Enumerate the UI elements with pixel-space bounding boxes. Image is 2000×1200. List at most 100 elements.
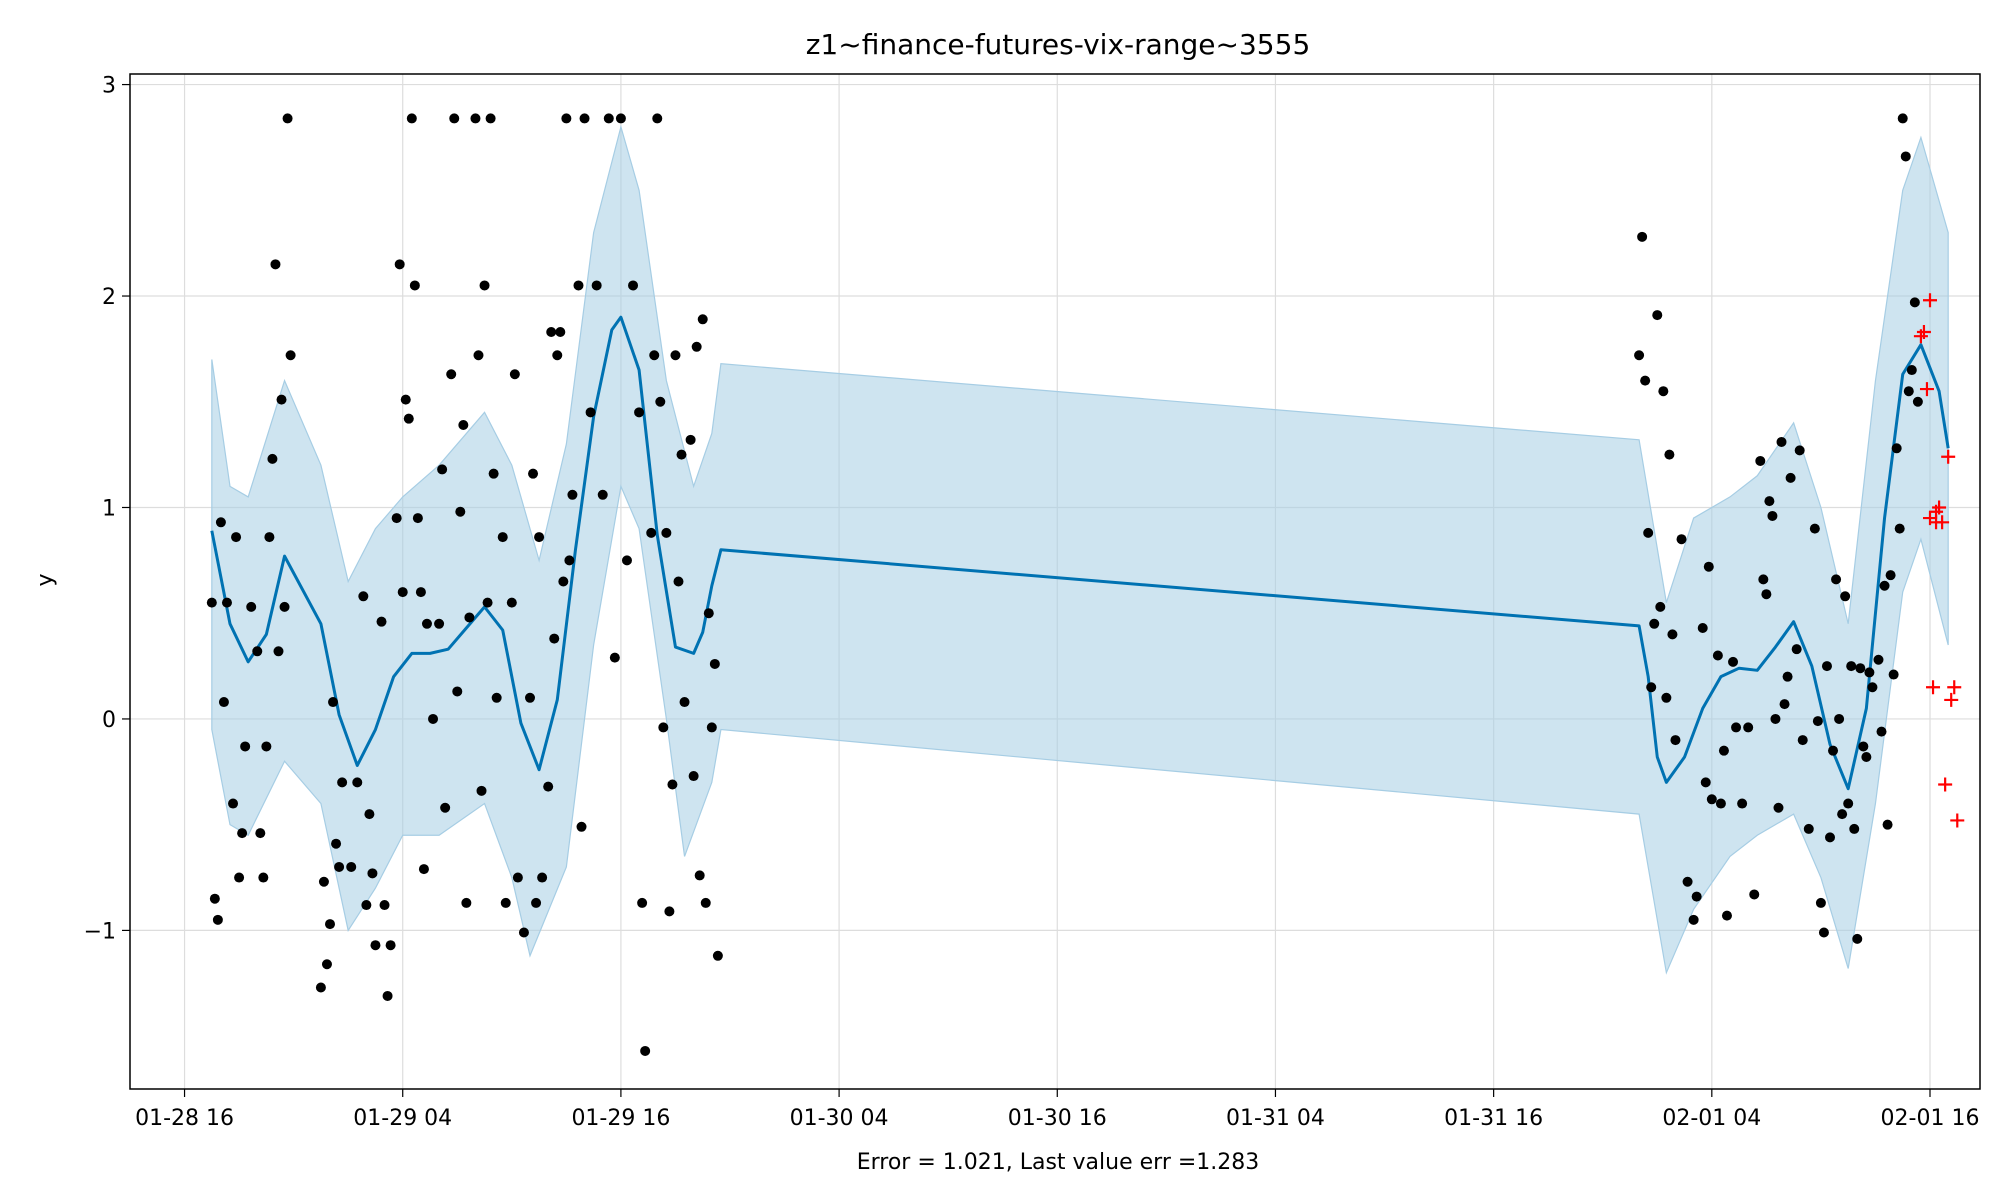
observed-point xyxy=(221,597,232,608)
observed-point xyxy=(1782,671,1793,682)
observed-point xyxy=(321,959,332,970)
observed-point xyxy=(212,914,223,925)
observed-point xyxy=(621,555,632,566)
observed-point xyxy=(1718,745,1729,756)
observed-point xyxy=(231,532,242,543)
observed-point xyxy=(703,608,714,619)
observed-point xyxy=(1728,656,1739,667)
observed-point xyxy=(1855,663,1866,674)
observed-point xyxy=(1767,510,1778,521)
observed-point xyxy=(285,350,296,361)
observed-point xyxy=(1676,534,1687,545)
y-tick-label: −1 xyxy=(84,919,116,944)
observed-point xyxy=(640,1045,651,1056)
observed-point xyxy=(558,576,569,587)
observed-point xyxy=(1821,661,1832,672)
observed-point xyxy=(361,900,372,911)
observed-point xyxy=(440,802,451,813)
x-axis-ticks: 01-28 16 01-29 04 01-29 16 01-30 04 01-30 16… xyxy=(135,1089,1979,1131)
confidence-band-layer xyxy=(211,124,1949,975)
observed-point xyxy=(634,407,645,418)
observed-point xyxy=(546,326,557,337)
observed-point xyxy=(1891,443,1902,454)
observed-point xyxy=(379,900,390,911)
observed-point xyxy=(1779,699,1790,710)
observed-point xyxy=(603,113,614,124)
observed-point xyxy=(1858,741,1869,752)
observed-point xyxy=(667,779,678,790)
observed-point xyxy=(409,280,420,291)
observed-point xyxy=(1894,523,1905,534)
x-tick-label: 01-31 04 xyxy=(1226,1106,1325,1131)
observed-point xyxy=(1818,927,1829,938)
observed-point xyxy=(1697,623,1708,634)
observed-point xyxy=(246,601,257,612)
observed-point xyxy=(1737,798,1748,809)
observed-point xyxy=(537,872,548,883)
observed-point xyxy=(609,652,620,663)
observed-point xyxy=(209,893,220,904)
observed-point xyxy=(697,314,708,325)
observed-point xyxy=(264,532,275,543)
observed-point xyxy=(655,396,666,407)
x-tick-label: 01-29 16 xyxy=(571,1106,670,1131)
observed-point xyxy=(1658,386,1669,397)
observed-point xyxy=(664,906,675,917)
observed-point xyxy=(452,686,463,697)
observed-point xyxy=(376,616,387,627)
observed-point xyxy=(1634,350,1645,361)
observed-point xyxy=(685,434,696,445)
observed-point xyxy=(1703,561,1714,572)
observed-point xyxy=(428,713,439,724)
observed-point xyxy=(518,927,529,938)
observed-point xyxy=(1700,777,1711,788)
observed-point xyxy=(615,113,626,124)
observed-point xyxy=(1667,629,1678,640)
observed-point xyxy=(525,692,535,703)
observed-point xyxy=(315,982,326,993)
y-tick-label: 2 xyxy=(102,285,116,310)
observed-point xyxy=(1649,618,1660,629)
holdout-point xyxy=(1938,777,1953,792)
observed-point xyxy=(531,897,542,908)
observed-point xyxy=(1831,574,1842,585)
observed-point xyxy=(1843,798,1854,809)
observed-point xyxy=(449,113,460,124)
observed-point xyxy=(382,990,393,1001)
observed-point xyxy=(1655,601,1666,612)
observed-point xyxy=(1876,726,1887,737)
observed-point xyxy=(646,527,657,538)
observed-point xyxy=(500,897,511,908)
observed-point xyxy=(1864,667,1875,678)
observed-point xyxy=(1758,574,1769,585)
observed-point xyxy=(706,722,717,733)
observed-point xyxy=(228,798,239,809)
observed-point xyxy=(215,517,226,528)
observed-point xyxy=(579,113,590,124)
observed-point xyxy=(397,587,408,598)
observed-point xyxy=(276,394,287,405)
observed-point xyxy=(652,113,663,124)
observed-point xyxy=(552,350,563,361)
observed-point xyxy=(658,722,669,733)
observed-point xyxy=(528,468,539,479)
forecast-line-layer xyxy=(210,315,1950,791)
observed-point xyxy=(367,868,378,879)
holdout-point xyxy=(1947,680,1962,695)
y-tick-label: 3 xyxy=(102,74,116,99)
holdout-points-layer xyxy=(1913,293,1965,828)
observed-point xyxy=(1706,794,1717,805)
observed-point xyxy=(352,777,363,788)
observed-point xyxy=(385,940,396,951)
observed-point xyxy=(564,555,575,566)
observed-point xyxy=(282,113,293,124)
observed-point xyxy=(418,864,429,875)
observed-point xyxy=(364,809,375,820)
observed-point xyxy=(1794,445,1805,456)
holdout-point xyxy=(1941,449,1956,464)
observed-point xyxy=(234,872,245,883)
observed-point xyxy=(403,413,414,424)
observed-point xyxy=(334,861,345,872)
observed-point xyxy=(479,280,490,291)
observed-point xyxy=(394,259,405,270)
